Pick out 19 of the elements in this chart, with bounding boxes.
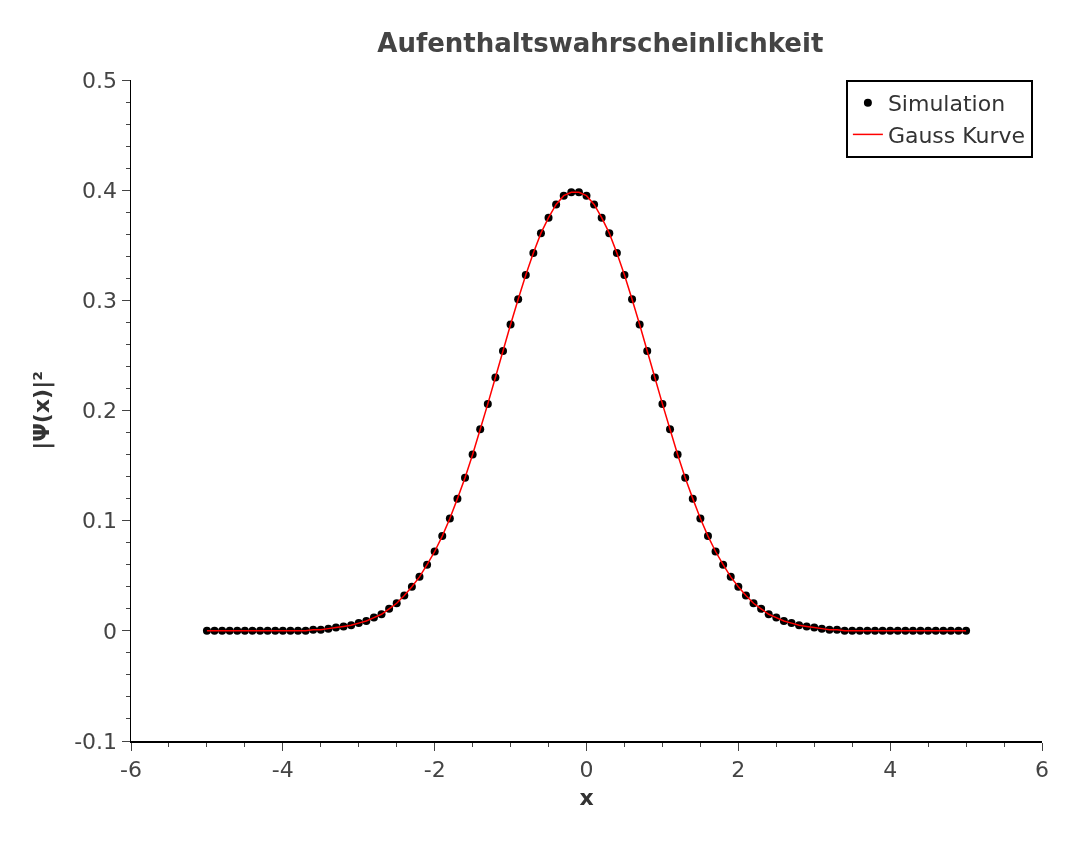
- y-tick-label: 0.2: [82, 398, 118, 424]
- x-tick-label: 4: [883, 756, 898, 782]
- y-tick-label: 0.4: [82, 177, 118, 203]
- x-tick-label: 6: [1035, 756, 1049, 782]
- x-tick-label: 0: [579, 756, 594, 782]
- x-axis-title: x: [579, 784, 594, 810]
- legend-label: Simulation: [887, 91, 1006, 117]
- y-axis-title: |Ψ(x)|²: [29, 371, 56, 450]
- y-tick-label: 0.3: [82, 288, 118, 314]
- x-tick-label: -2: [423, 756, 446, 782]
- y-tick-label: 0.5: [82, 67, 118, 93]
- y-tick-label: -0.1: [74, 728, 118, 754]
- chart-title: Aufenthaltswahrscheinlichkeit: [377, 27, 824, 58]
- x-tick-label: -6: [120, 756, 142, 782]
- x-tick-label: -4: [271, 756, 294, 782]
- legend-label: Gauss Kurve: [887, 122, 1026, 148]
- y-tick-label: 0.1: [82, 508, 118, 534]
- y-tick-label: 0: [103, 618, 118, 644]
- x-tick-label: 2: [731, 756, 746, 782]
